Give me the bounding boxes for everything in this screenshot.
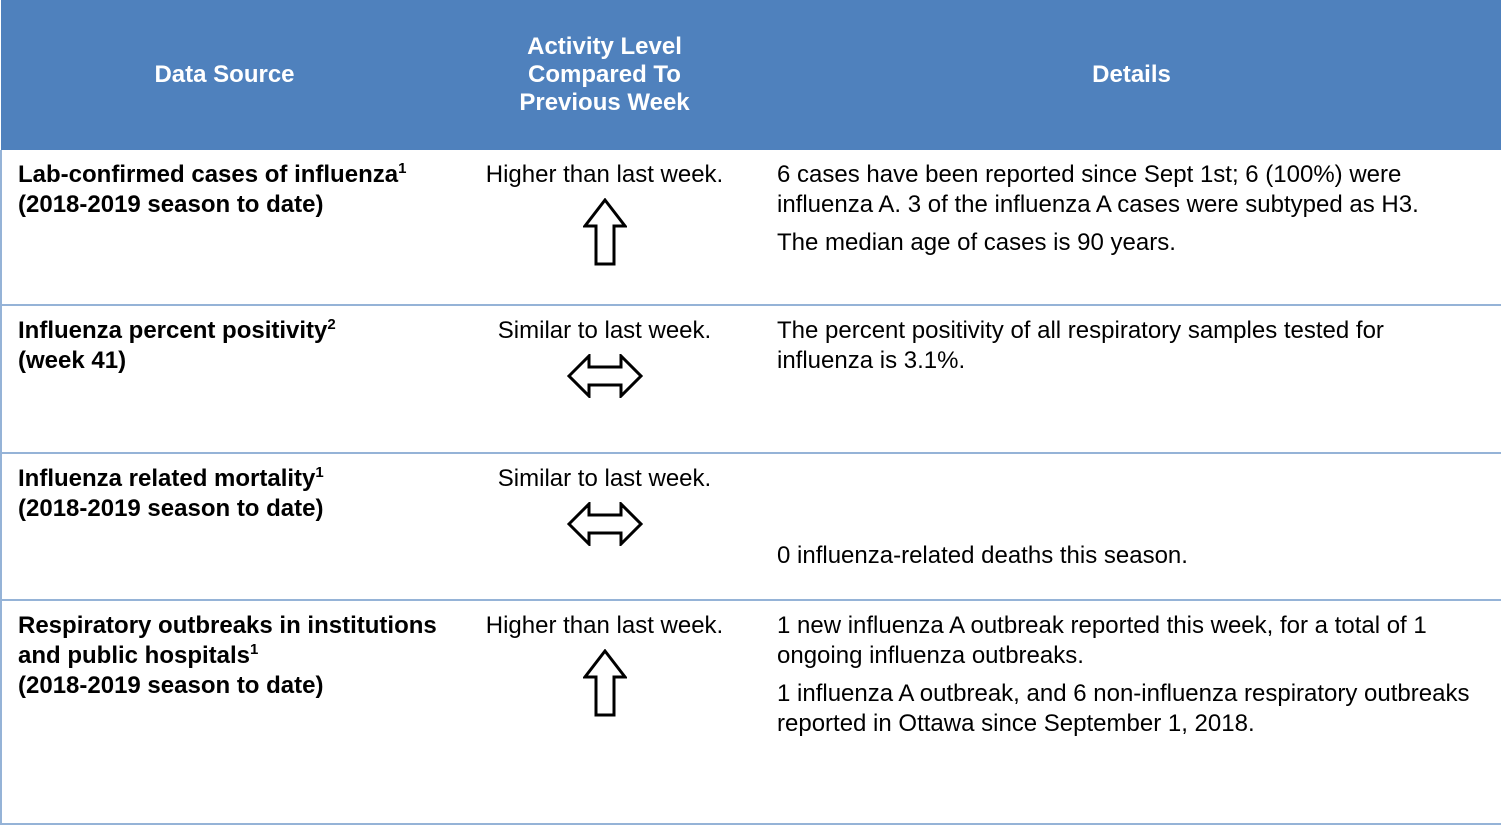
header-cell: Details xyxy=(761,0,1501,150)
source: Respiratory outbreaks in institutions an… xyxy=(18,612,437,669)
header-row: Data Source Activity Level Compared To P… xyxy=(1,0,1501,150)
activity: Similar to last week. xyxy=(497,317,712,344)
period: (2018-2019 season to date) xyxy=(18,495,324,522)
double-arrow xyxy=(566,354,643,398)
details-cell: The percent positivity of all respirator… xyxy=(761,305,1501,454)
source-cell: Influenza percent positivity2 (week 41) xyxy=(0,305,448,454)
activity-cell: Higher than last week. xyxy=(448,600,761,825)
row: Respiratory outbreaks in institutions an… xyxy=(0,600,1501,825)
activity: Higher than last week. xyxy=(485,612,724,639)
activity-cell: Similar to last week. xyxy=(448,305,761,454)
header-text: Data Source xyxy=(154,61,295,88)
source-cell: Lab-confirmed cases of influenza1 (2018-2… xyxy=(0,150,448,306)
footnote: 2 xyxy=(327,316,336,333)
source-cell: Respiratory outbreaks in institutions an… xyxy=(0,600,448,825)
detail: The percent positivity of all respirator… xyxy=(777,317,1384,374)
source: Influenza related mortality xyxy=(18,465,316,492)
header-cell: Activity Level Compared To Previous Week xyxy=(448,0,761,150)
period: (2018-2019 season to date) xyxy=(18,672,324,699)
up-arrow xyxy=(582,198,627,266)
footnote: 1 xyxy=(250,641,259,658)
row: Influenza percent positivity2 (week 41) S… xyxy=(0,305,1501,454)
detail: The median age of cases is 90 years. xyxy=(777,229,1176,256)
source-cell: Influenza related mortality1 (2018-2019 s… xyxy=(0,453,448,601)
details-cell: 6 cases have been reported since Sept 1s… xyxy=(761,150,1501,306)
header-cell: Data Source xyxy=(1,0,448,150)
footnote: 1 xyxy=(315,464,324,481)
up-arrow xyxy=(582,649,627,717)
header-text: Activity Level Compared To Previous Week xyxy=(519,33,690,116)
detail: 0 influenza-related deaths this season. xyxy=(777,542,1188,569)
header-text: Details xyxy=(1092,61,1171,88)
detail: 1 new influenza A outbreak reported this… xyxy=(777,612,1427,669)
activity-cell: Similar to last week. xyxy=(448,453,761,601)
detail: 6 cases have been reported since Sept 1s… xyxy=(777,161,1419,218)
source: Influenza percent positivity xyxy=(18,317,328,344)
activity: Similar to last week. xyxy=(497,465,712,492)
detail: 1 influenza A outbreak, and 6 non-influe… xyxy=(777,680,1470,737)
source: Lab-confirmed cases of influenza xyxy=(18,161,399,188)
activity: Higher than last week. xyxy=(485,161,724,188)
activity-cell: Higher than last week. xyxy=(448,150,761,306)
double-arrow xyxy=(566,502,643,546)
row: Lab-confirmed cases of influenza1 (2018-2… xyxy=(0,150,1501,306)
period: (2018-2019 season to date) xyxy=(18,191,324,218)
row: Influenza related mortality1 (2018-2019 s… xyxy=(0,453,1501,601)
details-cell: 1 new influenza A outbreak reported this… xyxy=(761,600,1501,825)
footnote: 1 xyxy=(398,160,407,177)
details-cell: 0 influenza-related deaths this season. xyxy=(761,453,1501,601)
period: (week 41) xyxy=(18,347,127,374)
